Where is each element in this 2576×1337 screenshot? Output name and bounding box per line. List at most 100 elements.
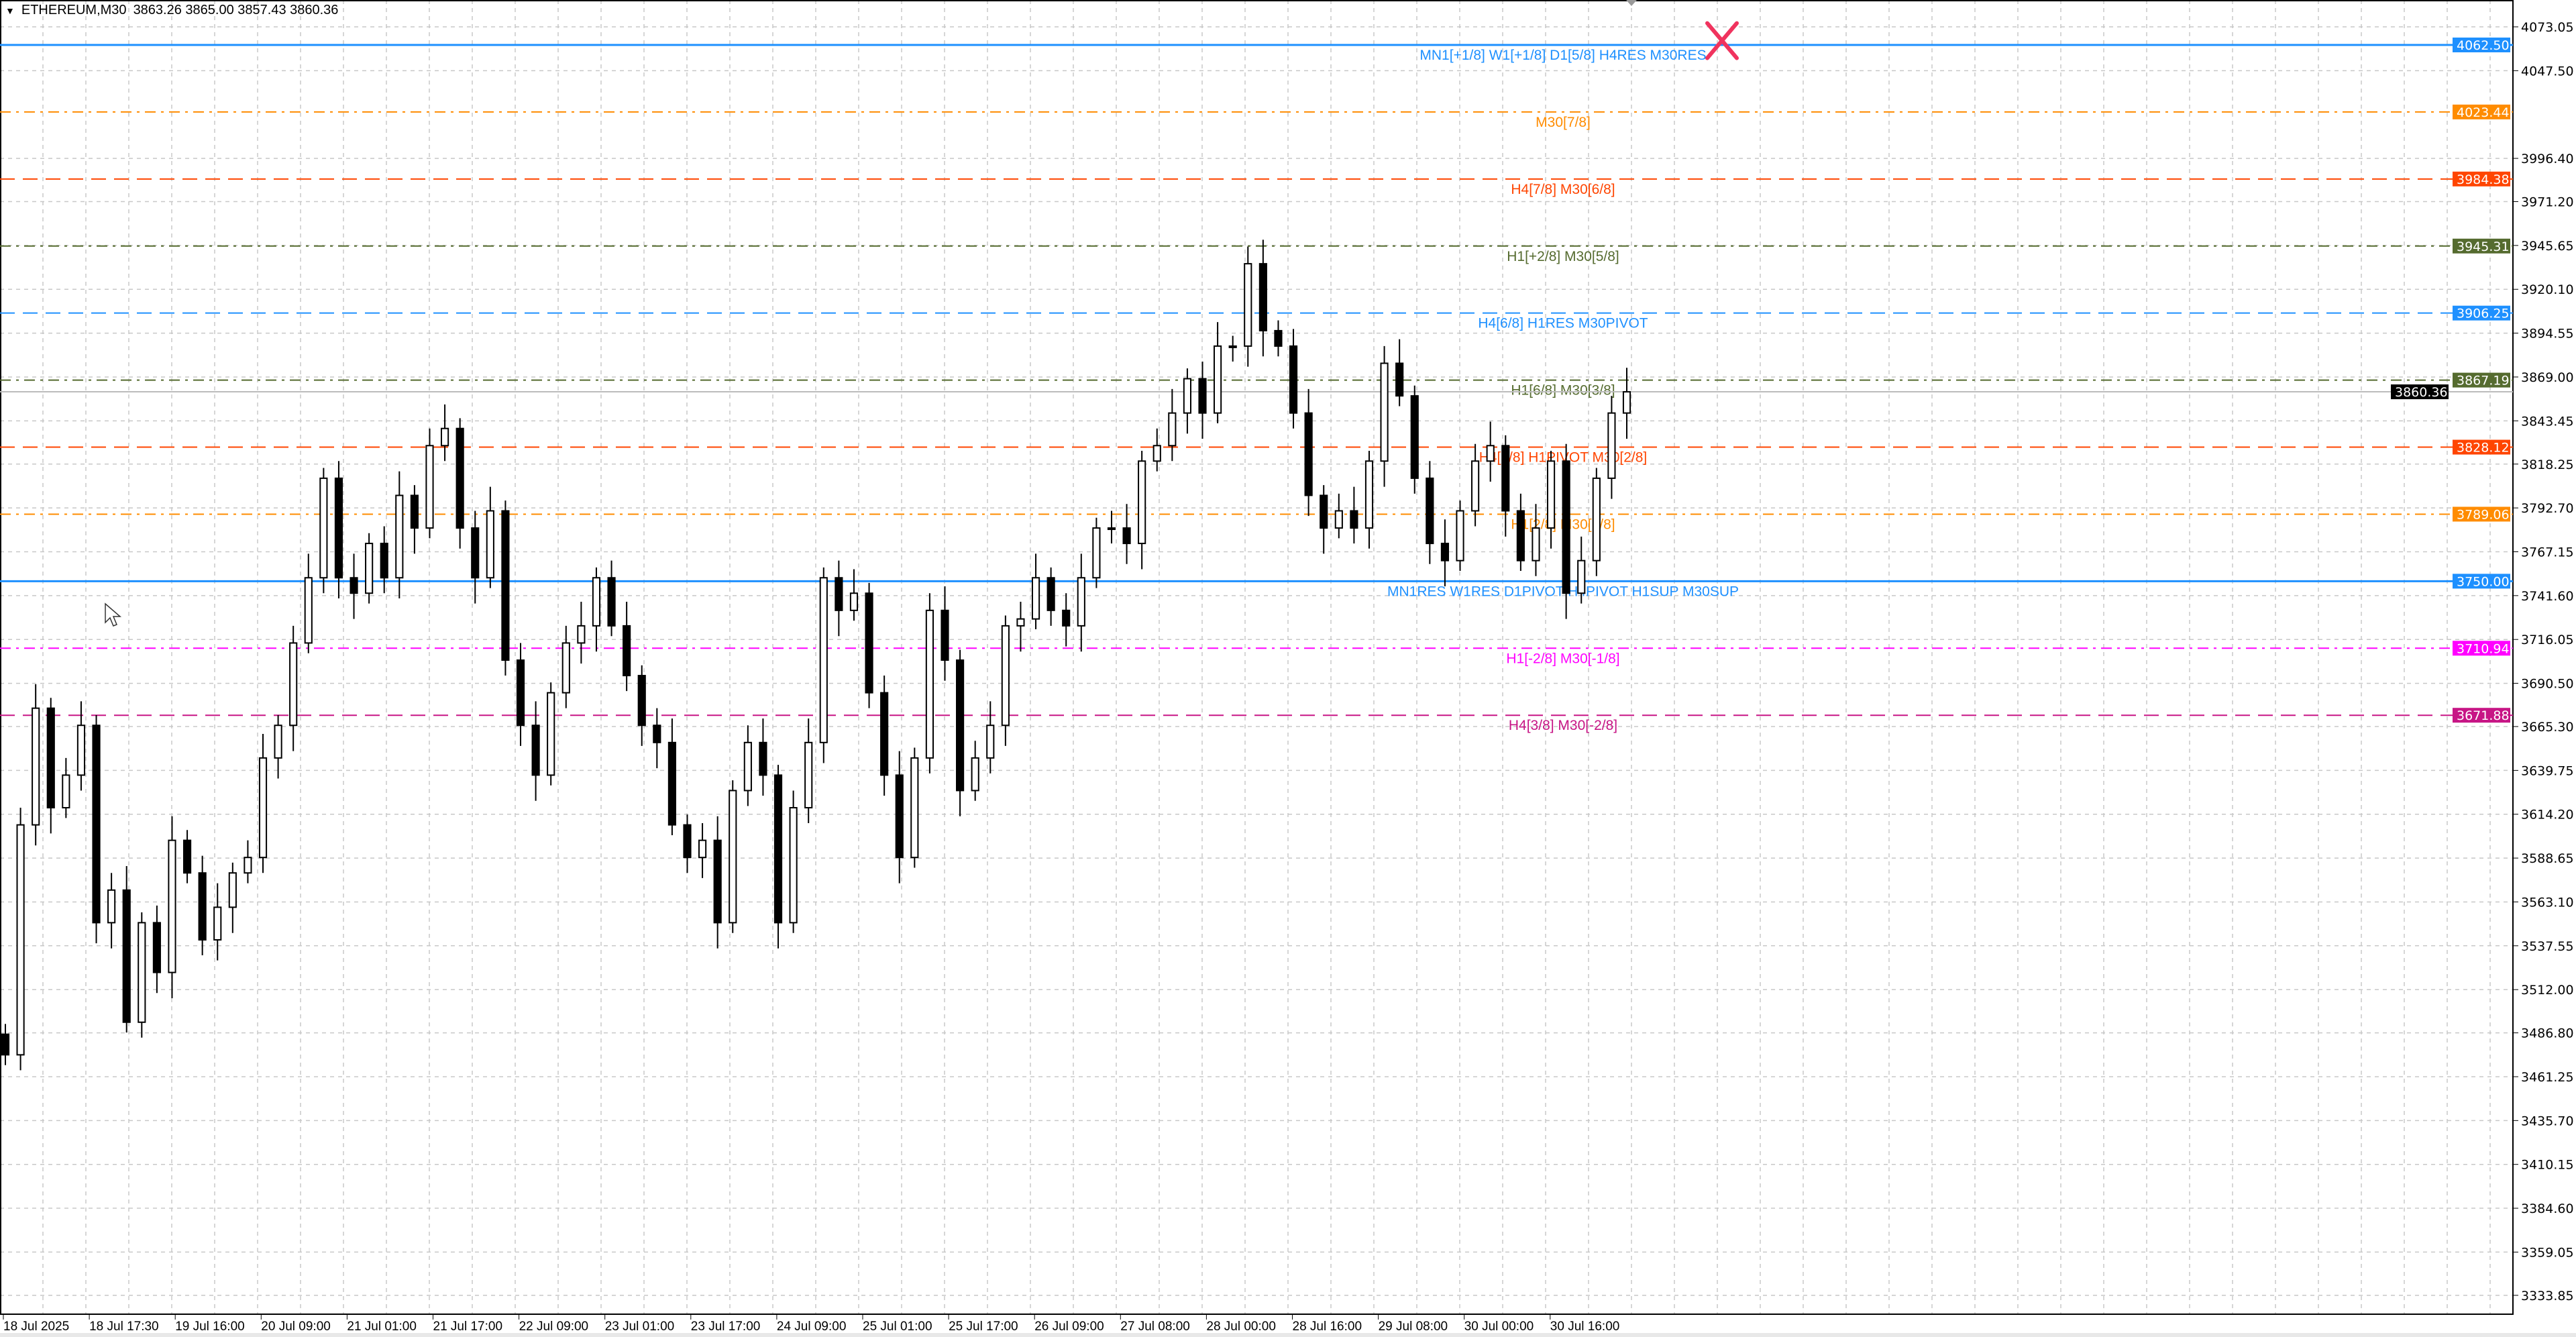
level-price-tag-label: 3984.38 bbox=[2457, 172, 2510, 187]
candle-body bbox=[531, 725, 540, 776]
candle-body bbox=[910, 757, 919, 859]
x-tick-label: 28 Jul 16:00 bbox=[1293, 1320, 1362, 1334]
candle bbox=[32, 684, 40, 846]
candle-body bbox=[895, 774, 904, 859]
candle bbox=[804, 718, 813, 824]
candle bbox=[289, 625, 298, 751]
candle bbox=[1410, 385, 1419, 494]
candle bbox=[365, 533, 374, 604]
candle bbox=[1092, 517, 1101, 588]
candle-body bbox=[819, 577, 828, 743]
scroll-shift-marker-icon bbox=[1626, 0, 1637, 6]
candle-body bbox=[1426, 477, 1434, 545]
candle bbox=[1062, 593, 1071, 647]
candle-body bbox=[941, 609, 949, 661]
triangle-down-icon[interactable]: ▼ bbox=[5, 5, 15, 16]
x-tick-label: 27 Jul 08:00 bbox=[1120, 1320, 1190, 1334]
candle bbox=[107, 873, 116, 949]
candle bbox=[835, 560, 843, 637]
y-tick-label: 3512.00 bbox=[2521, 983, 2574, 998]
candle-body bbox=[1440, 543, 1450, 561]
candle bbox=[410, 485, 419, 554]
candle-body bbox=[547, 692, 555, 776]
candle bbox=[213, 883, 222, 961]
candle bbox=[1486, 421, 1495, 482]
candle-body bbox=[835, 577, 843, 611]
candle-body bbox=[1320, 494, 1328, 529]
candle bbox=[1380, 345, 1389, 487]
candle bbox=[228, 862, 237, 933]
candle-body bbox=[1622, 391, 1631, 414]
candle-body bbox=[455, 427, 464, 529]
y-tick-label: 3435.70 bbox=[2521, 1114, 2574, 1128]
candle-body bbox=[228, 872, 237, 908]
candle-body bbox=[274, 725, 282, 759]
candle bbox=[1471, 443, 1480, 527]
candle-body bbox=[1289, 345, 1298, 414]
candle bbox=[1001, 615, 1010, 746]
candle bbox=[713, 816, 722, 949]
candle bbox=[607, 560, 616, 637]
candle-body bbox=[1244, 263, 1252, 347]
candle-body bbox=[1092, 527, 1101, 579]
y-tick-label: 3741.60 bbox=[2521, 589, 2574, 604]
candle bbox=[1016, 602, 1025, 652]
candle-body bbox=[804, 741, 813, 809]
candle bbox=[138, 912, 146, 1038]
candle bbox=[1258, 239, 1267, 357]
candle bbox=[1320, 485, 1328, 554]
candle-body bbox=[168, 839, 176, 973]
level-price-tag bbox=[2453, 641, 2510, 656]
level-price-tag bbox=[2453, 708, 2510, 723]
candle-body bbox=[1350, 510, 1358, 529]
level-label: H4[7/8] M30[6/8] bbox=[1511, 182, 1615, 197]
level-label: H4[6/8] H1RES M30PIVOT bbox=[1478, 316, 1648, 331]
candle bbox=[244, 840, 252, 884]
level-price-tag-label: 3671.88 bbox=[2457, 708, 2510, 723]
candle-body bbox=[1258, 263, 1267, 331]
candle-body bbox=[1122, 527, 1131, 545]
candle bbox=[1440, 519, 1450, 587]
candle bbox=[743, 725, 752, 806]
candle-body bbox=[1046, 577, 1055, 611]
candle-body bbox=[1228, 345, 1237, 348]
level-price-tag bbox=[2453, 37, 2510, 52]
candle bbox=[46, 698, 55, 834]
candle-body bbox=[1592, 477, 1601, 561]
level-price-tag bbox=[2453, 372, 2510, 388]
candle bbox=[1592, 468, 1601, 576]
candle bbox=[1304, 388, 1313, 517]
candle-body bbox=[244, 857, 252, 874]
candle-body bbox=[516, 659, 525, 727]
y-tick-label: 3920.10 bbox=[2521, 282, 2574, 297]
candle-body bbox=[1516, 510, 1525, 561]
candle-body bbox=[213, 906, 222, 941]
y-tick-label: 3767.15 bbox=[2521, 545, 2574, 559]
candle bbox=[1228, 335, 1237, 362]
x-cross-icon bbox=[1705, 21, 1739, 60]
candle-body bbox=[1152, 445, 1161, 462]
candle-body bbox=[440, 427, 449, 447]
candle-body bbox=[395, 494, 404, 579]
candle bbox=[1, 1024, 10, 1065]
candle-body bbox=[1077, 577, 1085, 627]
candle bbox=[152, 905, 161, 994]
y-tick-label: 4073.05 bbox=[2521, 20, 2574, 35]
mouse-cursor-icon bbox=[105, 602, 122, 627]
candle bbox=[395, 471, 404, 598]
candle-body bbox=[592, 577, 601, 627]
x-tick-label: 26 Jul 09:00 bbox=[1034, 1320, 1104, 1334]
candle-body bbox=[1016, 618, 1025, 627]
candle bbox=[941, 586, 949, 681]
candle bbox=[1456, 500, 1464, 572]
candle bbox=[1334, 493, 1343, 539]
x-tick-label: 25 Jul 17:00 bbox=[949, 1320, 1018, 1334]
candle-body bbox=[350, 577, 358, 594]
candle bbox=[986, 701, 995, 773]
level-label: H1[6/8] M30[3/8] bbox=[1511, 383, 1615, 398]
candle-body bbox=[880, 692, 889, 776]
x-tick-label: 21 Jul 01:00 bbox=[347, 1320, 417, 1334]
candle-body bbox=[849, 592, 859, 611]
candle bbox=[1289, 329, 1298, 429]
